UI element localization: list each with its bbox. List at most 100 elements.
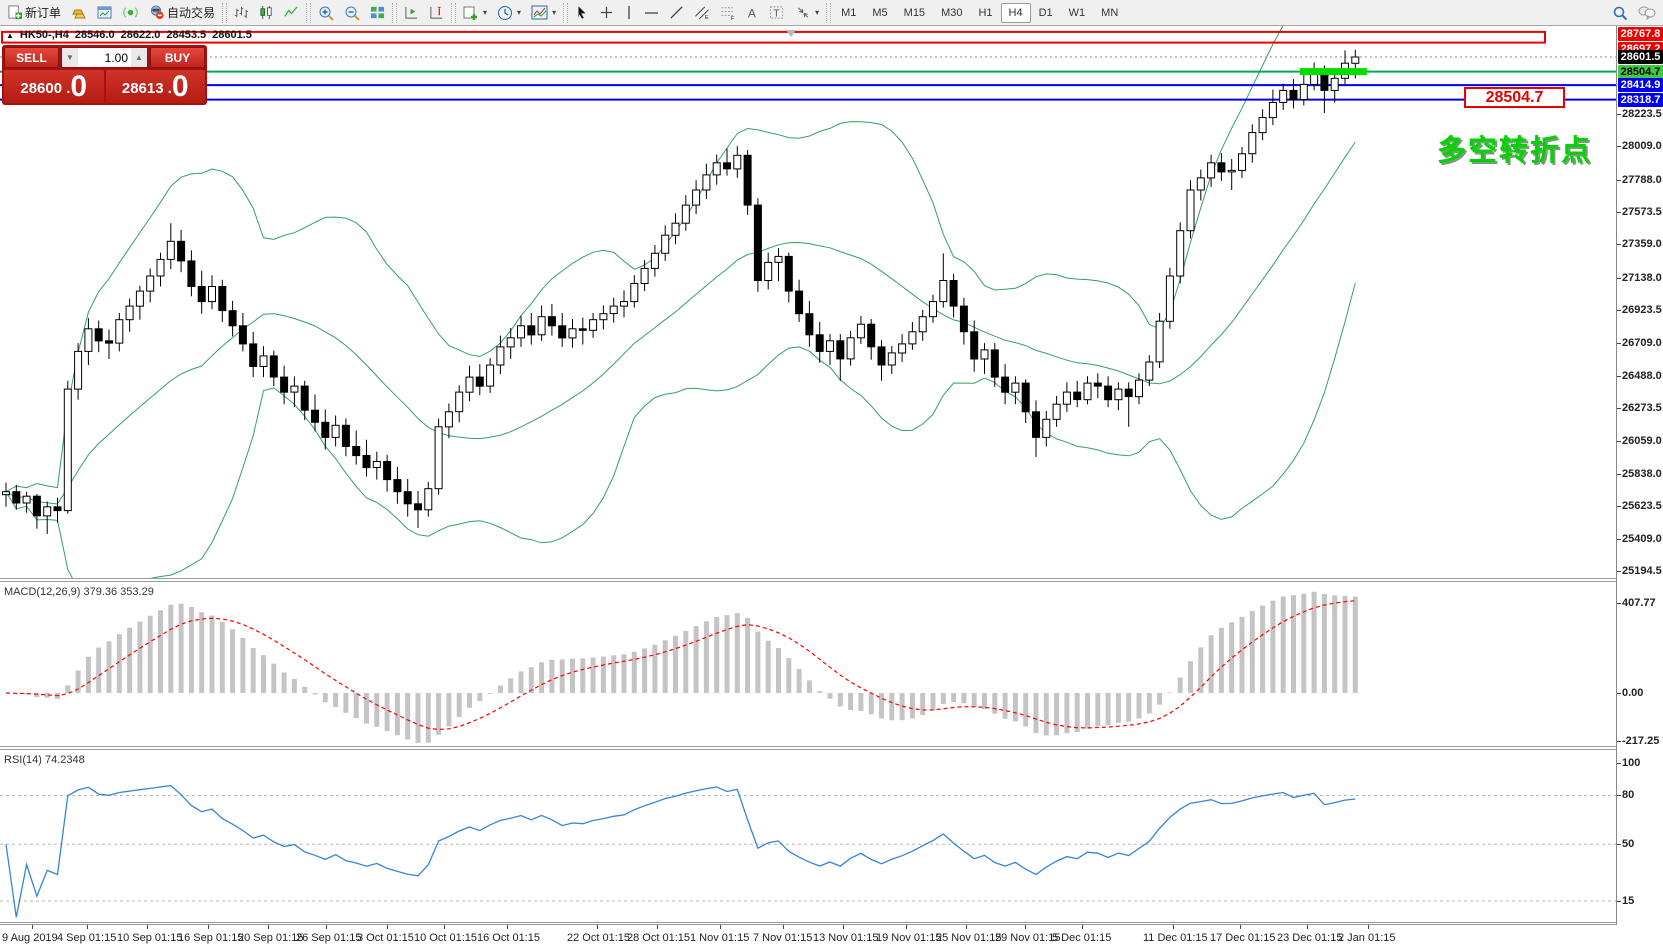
timeframe-mn[interactable]: MN: [1093, 3, 1126, 23]
time-label: 7 Nov 01:15: [753, 932, 812, 944]
template-icon: [531, 5, 548, 20]
trendline-button[interactable]: [664, 2, 689, 24]
add-indicator-icon: [463, 5, 479, 21]
cursor-button[interactable]: [570, 2, 594, 24]
add-indicator-button[interactable]: ▾: [458, 2, 492, 24]
zoom-in-icon: [318, 5, 334, 21]
timeframe-w1[interactable]: W1: [1061, 3, 1094, 23]
rsi-name: RSI(14): [4, 754, 42, 766]
volume-up-stepper[interactable]: ▲: [131, 48, 147, 67]
time-label: 29 Nov 01:15: [995, 932, 1060, 944]
collapse-panel-icon[interactable]: ▲: [6, 31, 14, 40]
time-label: 11 Dec 01:15: [1143, 932, 1208, 944]
text-label-button[interactable]: T: [764, 2, 790, 24]
toolbar-separator: [563, 3, 568, 23]
gold-icon: [71, 6, 87, 20]
time-label: 25 Nov 01:15: [936, 932, 1001, 944]
buy-button[interactable]: BUY: [150, 47, 205, 68]
chart-shift-marker[interactable]: [786, 30, 796, 37]
mt4-window: 新订单 自动交易: [0, 0, 1663, 949]
macd-values: 379.36 353.29: [83, 586, 153, 598]
template-button[interactable]: ▾: [526, 2, 561, 24]
toolbar: 新订单 自动交易: [0, 0, 1663, 26]
close-value: 28601.5: [212, 29, 252, 41]
chat-button[interactable]: [1633, 2, 1661, 24]
timeframe-h4[interactable]: H4: [1001, 3, 1031, 23]
candle-chart-button[interactable]: [254, 2, 279, 24]
channel-button[interactable]: E: [689, 2, 715, 24]
new-order-button[interactable]: 新订单: [2, 2, 66, 24]
price-tick-label: 28009.0: [1622, 140, 1662, 152]
svg-text:E: E: [705, 15, 709, 20]
time-tick-mark: [597, 925, 598, 929]
toolbar-trade-group: 新订单 自动交易: [2, 1, 220, 25]
fibonacci-button[interactable]: F: [715, 2, 741, 24]
axis-tick-mark: [1617, 146, 1621, 147]
signals-button[interactable]: [118, 2, 143, 24]
search-button[interactable]: [1607, 2, 1633, 24]
fibonacci-icon: F: [720, 5, 736, 20]
price-tick-label: 27359.0: [1622, 238, 1662, 250]
macd-label: MACD(12,26,9) 379.36 353.29: [4, 586, 154, 598]
time-label: 16 Oct 01:15: [477, 932, 540, 944]
timeframe-m5[interactable]: M5: [864, 3, 895, 23]
axis-tick-mark: [1617, 571, 1621, 572]
macd-panel[interactable]: [0, 582, 1616, 746]
price-axis[interactable]: 28223.528009.027788.027573.527359.027138…: [1616, 26, 1663, 949]
time-tick-mark: [843, 925, 844, 929]
bar-chart-icon: [234, 5, 249, 20]
time-tick-mark: [387, 925, 388, 929]
tile-windows-icon: [370, 5, 385, 20]
search-icon: [1612, 5, 1628, 21]
axis-tick-mark: [1617, 844, 1621, 845]
vertical-line-icon: [624, 5, 634, 20]
volume-down-stepper[interactable]: ▼: [62, 48, 78, 67]
axis-tick-mark: [1617, 763, 1621, 764]
macd-tick-label: 407.77: [1622, 597, 1656, 609]
one-click-trade-panel: SELL ▼ ▲ BUY 28600 .0 28613 .0: [2, 45, 207, 105]
zoom-out-button[interactable]: [339, 2, 365, 24]
axis-tick-mark: [1617, 693, 1621, 694]
bid-price[interactable]: 28600 .0: [4, 70, 104, 103]
price-callout-box: 28504.7: [1464, 87, 1565, 108]
toolbar-separator: [222, 3, 227, 23]
timeframe-m30[interactable]: M30: [933, 3, 970, 23]
ask-price-big: 0: [172, 72, 189, 102]
timeframe-m1[interactable]: M1: [833, 3, 864, 23]
crosshair-button[interactable]: [594, 2, 619, 24]
zoom-in-button[interactable]: [313, 2, 339, 24]
text-button[interactable]: A: [741, 2, 764, 24]
volume-input[interactable]: [78, 48, 131, 67]
timeframe-d1[interactable]: D1: [1031, 3, 1061, 23]
main-price-chart[interactable]: [0, 26, 1616, 578]
horizontal-line-button[interactable]: [639, 2, 664, 24]
bar-chart-button[interactable]: [229, 2, 254, 24]
axis-tick-mark: [1617, 408, 1621, 409]
vertical-line-button[interactable]: [619, 2, 639, 24]
period-clock-button[interactable]: ▾: [492, 2, 526, 24]
sell-button[interactable]: SELL: [4, 47, 59, 68]
text-icon: A: [746, 6, 759, 20]
tile-windows-button[interactable]: [365, 2, 390, 24]
time-axis[interactable]: 9 Aug 20194 Sep 01:1510 Sep 01:1516 Sep …: [0, 925, 1663, 949]
auto-scroll-button[interactable]: [399, 2, 424, 24]
autotrade-button[interactable]: 自动交易: [143, 2, 220, 24]
charts-window-button[interactable]: [92, 2, 118, 24]
arrows-button[interactable]: ▾: [790, 2, 824, 24]
ask-price-small: 28613 .: [122, 76, 172, 102]
axis-tick-mark: [1617, 795, 1621, 796]
ask-price[interactable]: 28613 .0: [106, 70, 206, 103]
rsi-panel[interactable]: [0, 750, 1616, 922]
time-label: 23 Dec 01:15: [1277, 932, 1342, 944]
line-chart-button[interactable]: [279, 2, 304, 24]
dropdown-arrow-icon: ▾: [815, 8, 819, 17]
time-label: 5 Dec 01:15: [1052, 932, 1111, 944]
new-order-icon: [7, 5, 22, 20]
price-tick-label: 26488.0: [1622, 370, 1662, 382]
signal-icon: [123, 5, 138, 20]
gold-button[interactable]: [66, 2, 92, 24]
axis-tick-mark: [1617, 114, 1621, 115]
chart-shift-button[interactable]: [424, 2, 449, 24]
timeframe-h1[interactable]: H1: [970, 3, 1000, 23]
timeframe-m15[interactable]: M15: [896, 3, 933, 23]
